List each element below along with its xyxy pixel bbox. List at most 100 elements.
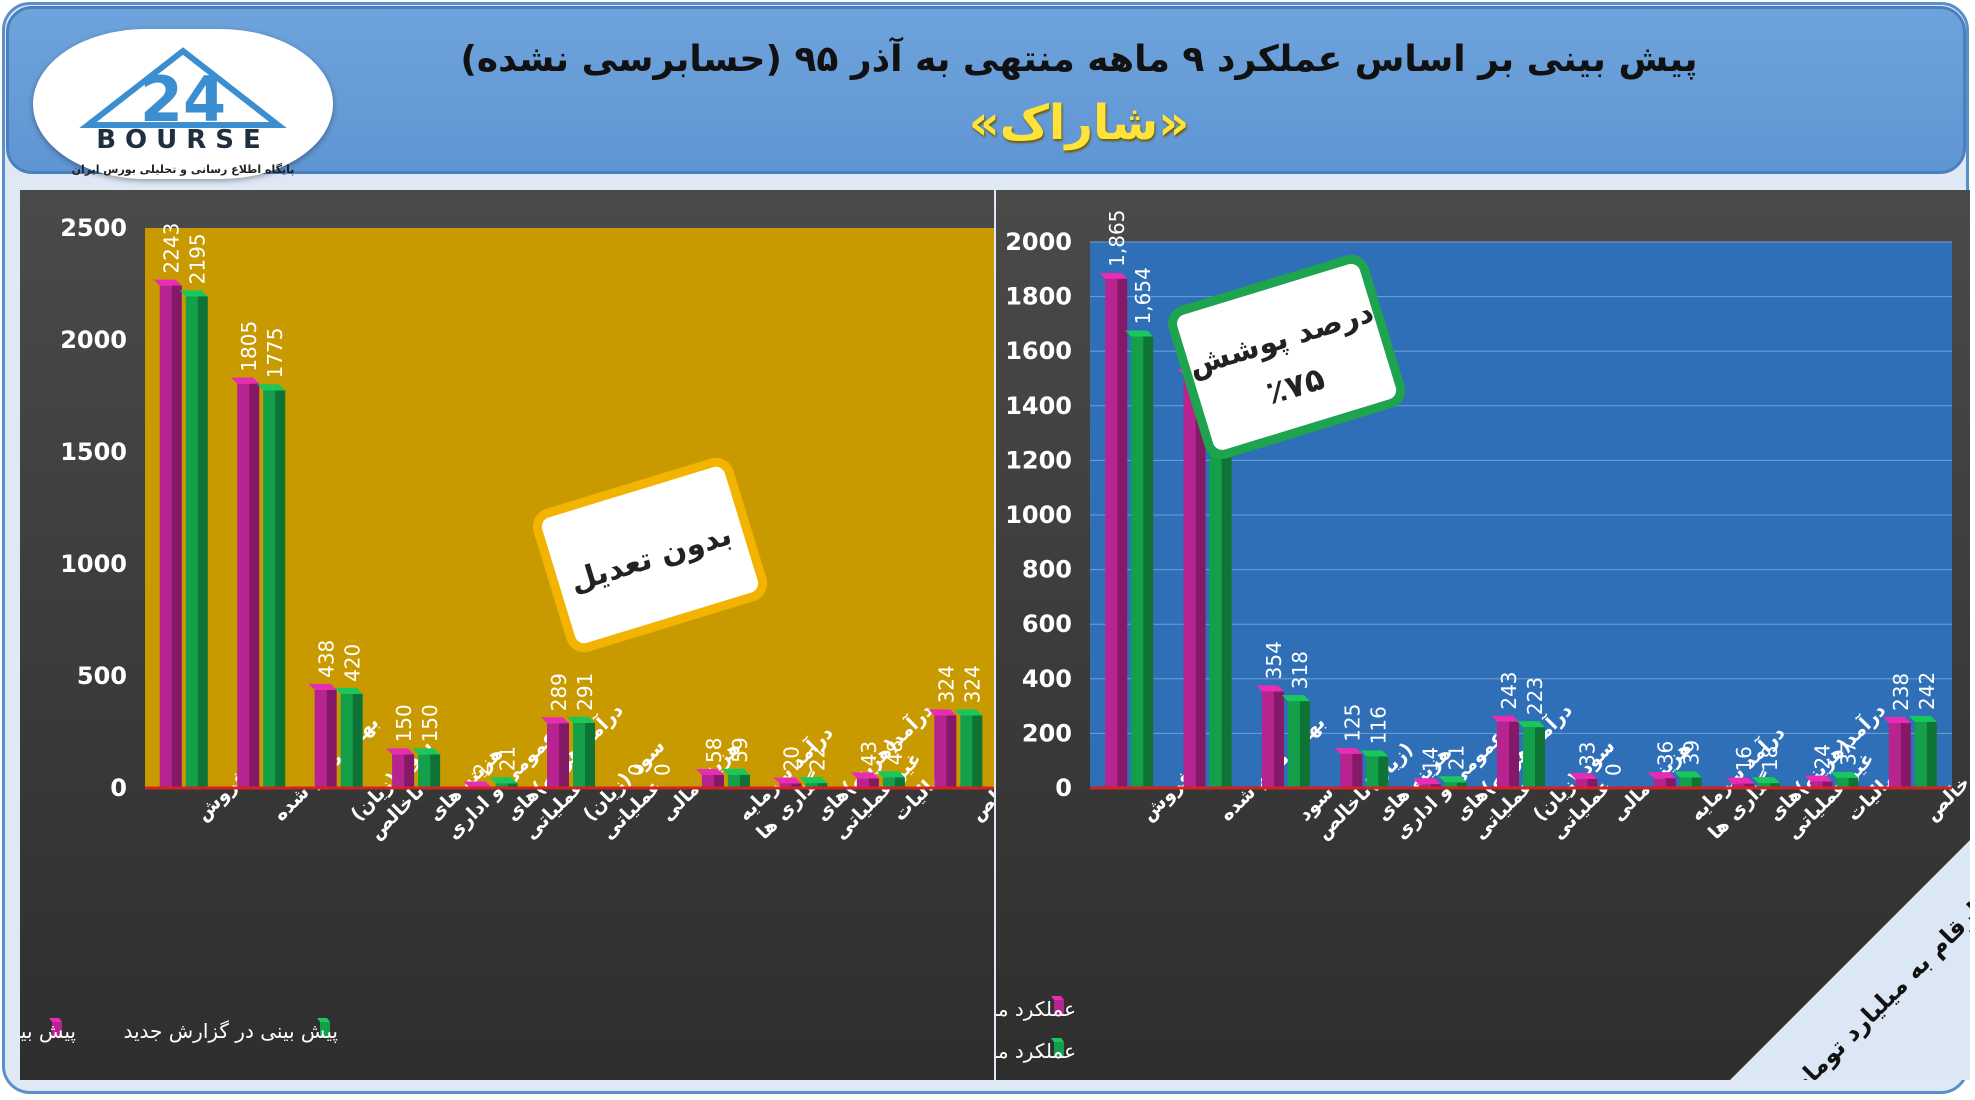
bar: [567, 716, 595, 788]
bar: [334, 687, 363, 788]
bar: [1830, 771, 1859, 788]
y-tick-label: 1500: [60, 438, 127, 466]
y-tick-label: 1600: [1005, 337, 1072, 365]
bar: [928, 709, 957, 788]
legend-item: پیش بینی در گزارش قبلی: [20, 1018, 76, 1044]
bar: [1412, 778, 1441, 788]
data-label: 1,654: [1131, 267, 1155, 324]
bar: [386, 748, 415, 788]
data-label: 21: [1445, 745, 1469, 770]
bar: [1099, 272, 1128, 788]
y-tick-label: 0: [110, 774, 127, 802]
bar: [308, 683, 337, 788]
data-label: 43: [857, 741, 881, 766]
data-label: 58: [702, 738, 726, 763]
data-label: 1775: [263, 327, 287, 378]
data-label: 318: [1288, 651, 1312, 689]
data-label: 48: [883, 740, 907, 765]
legend-label: عملکرد منتهی به ۹۴/۰۹/۳۰: [996, 997, 1076, 1021]
bar: [850, 772, 879, 788]
data-label: 324: [960, 665, 984, 703]
data-label: 324: [934, 665, 958, 703]
bar: [541, 717, 569, 788]
data-label: 420: [341, 644, 365, 682]
bar: [1517, 721, 1545, 788]
data-label: 354: [1262, 641, 1286, 679]
bar: [799, 777, 828, 788]
y-tick-label: 2000: [1005, 228, 1072, 256]
logo-wordmark: BOURSE: [96, 125, 270, 155]
y-tick-label: 1000: [60, 550, 127, 578]
data-label: 116: [1366, 706, 1390, 744]
y-tick-label: 2500: [60, 214, 127, 242]
bar: [1673, 771, 1702, 788]
logo-mark-icon: 24: [79, 47, 287, 129]
bar: [1908, 715, 1937, 788]
units-badge: ارقام به میلیارد تومان: [1730, 840, 1970, 1080]
data-label: 39: [1680, 740, 1704, 765]
bar: [954, 709, 983, 788]
data-label: 36: [1654, 741, 1678, 766]
y-tick-label: 1800: [1005, 283, 1072, 311]
left-chart-panel: 0 500 1000 1500 2000 2500 2243 2195 فروش 1805 1775…: [20, 190, 994, 1080]
bar: [1804, 775, 1833, 788]
bar: [1360, 750, 1389, 788]
bar: [1882, 717, 1911, 788]
bar: [1334, 747, 1363, 788]
bar: [1569, 772, 1598, 788]
y-tick-label: 400: [1022, 665, 1072, 693]
y-tick-label: 2000: [60, 326, 127, 354]
legend-item: پیش بینی در گزارش جدید: [123, 1018, 338, 1044]
data-label: 2195: [186, 233, 210, 284]
data-label: 2: [470, 763, 494, 776]
data-label: 0: [624, 763, 648, 776]
data-label: 24: [1810, 744, 1834, 769]
y-tick-label: 200: [1022, 719, 1072, 747]
bar: [412, 748, 441, 788]
data-label: 243: [1497, 671, 1521, 709]
company-title: «شاراک»: [968, 95, 1190, 151]
bar: [1491, 715, 1519, 788]
y-tick-label: 0: [1055, 774, 1072, 802]
data-label: 1,865: [1105, 210, 1129, 267]
y-tick-label: 600: [1022, 610, 1072, 638]
data-label: 242: [1915, 672, 1939, 710]
header-banner: 24 BOURSE پایگاه اطلاع رسانی و تحلیلی بو…: [6, 6, 1966, 179]
data-label: 125: [1340, 704, 1364, 742]
legend-label: عملکرد منتهی به ۹۵/۰۹/۳۰: [996, 1039, 1076, 1063]
data-label: 16: [1732, 746, 1756, 771]
legend-label: پیش بینی در گزارش قبلی: [20, 1019, 76, 1044]
data-label: 1805: [237, 321, 261, 372]
y-tick-label: 1400: [1005, 392, 1072, 420]
y-tick-label: 1200: [1005, 446, 1072, 474]
legend-item: عملکرد منتهی به ۹۴/۰۹/۳۰: [996, 996, 1076, 1021]
data-label: 150: [392, 704, 416, 742]
y-tick-label: 800: [1022, 556, 1072, 584]
logo-subtitle: پایگاه اطلاع رسانی و تحلیلی بورس ایران: [71, 163, 295, 176]
bar: [1255, 685, 1284, 788]
bar: [153, 279, 182, 788]
bar: [876, 771, 905, 788]
data-label: 21: [496, 746, 520, 771]
bar: [489, 777, 518, 788]
right-chart: 0 200 400 600 800 1000 1200 1400 1600 1800 2000 1,8…: [996, 210, 1970, 1080]
data-label: 150: [418, 704, 442, 742]
data-label: 0: [1601, 763, 1625, 776]
data-label: 33: [1575, 742, 1599, 767]
page-title: پیش بینی بر اساس عملکرد ۹ ماهه منتهی به …: [460, 39, 1698, 80]
data-label: 238: [1889, 673, 1913, 711]
bar: [1438, 776, 1467, 788]
data-label: 289: [547, 673, 571, 711]
data-label: 14: [1419, 747, 1443, 772]
bar: [1726, 777, 1755, 788]
coverage-note: درصد پوشش٪۷۵: [1168, 254, 1406, 459]
bar: [1125, 330, 1154, 788]
bar: [1647, 772, 1676, 788]
no-adjustment-note: بدون تعدیل: [532, 457, 768, 653]
y-tick-label: 1000: [1005, 501, 1072, 529]
legend-item: عملکرد منتهی به ۹۵/۰۹/۳۰: [996, 1038, 1076, 1063]
legend-label: پیش بینی در گزارش جدید: [123, 1019, 338, 1044]
y-tick-label: 500: [77, 662, 127, 690]
bar: [179, 290, 208, 788]
